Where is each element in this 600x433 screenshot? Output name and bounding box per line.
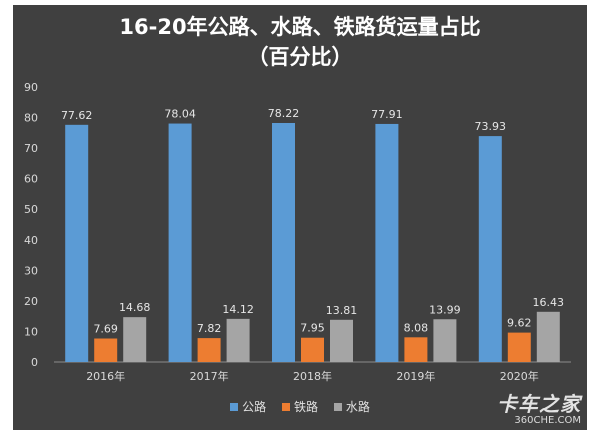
y-tick-label: 80 bbox=[24, 112, 38, 125]
data-label: 7.95 bbox=[300, 322, 325, 335]
data-label: 73.93 bbox=[475, 120, 507, 133]
y-tick-label: 20 bbox=[24, 295, 38, 308]
data-label: 13.99 bbox=[429, 303, 461, 316]
data-label: 8.08 bbox=[404, 321, 429, 334]
y-tick-label: 60 bbox=[24, 173, 38, 186]
bar-rail bbox=[507, 332, 531, 362]
x-tick-label: 2016年 bbox=[86, 369, 125, 383]
data-label: 16.43 bbox=[533, 296, 565, 309]
y-tick-label: 10 bbox=[24, 325, 38, 338]
data-label: 14.12 bbox=[222, 303, 254, 316]
bar-water bbox=[433, 319, 457, 362]
y-tick-label: 70 bbox=[24, 142, 38, 155]
x-tick-label: 2019年 bbox=[396, 369, 435, 383]
data-label: 7.69 bbox=[93, 323, 118, 336]
watermark-main: 卡车之家 bbox=[497, 392, 581, 416]
legend-swatch-rail bbox=[281, 402, 290, 411]
x-tick-label: 2017年 bbox=[190, 369, 229, 383]
data-label: 13.81 bbox=[326, 304, 358, 317]
x-tick-label: 2020年 bbox=[500, 369, 539, 383]
bar-road bbox=[272, 122, 295, 362]
data-label: 14.68 bbox=[119, 301, 151, 314]
chart-panel: 16-20年公路、水路、铁路货运量占比 （百分比） 0 10 20 30 40 50 60 7… bbox=[13, 5, 587, 430]
legend-label-rail: 铁路 bbox=[293, 400, 318, 414]
data-label: 77.62 bbox=[61, 109, 93, 122]
bar-rail bbox=[301, 337, 324, 362]
y-tick-label: 0 bbox=[31, 356, 38, 369]
bar-water bbox=[226, 318, 250, 362]
data-label: 78.22 bbox=[268, 107, 300, 120]
bar-road bbox=[65, 124, 89, 362]
bar-road bbox=[478, 136, 502, 362]
legend-item-road: 公路 bbox=[230, 398, 266, 415]
y-tick-label: 40 bbox=[24, 234, 38, 247]
bar-rail bbox=[197, 338, 221, 362]
legend-label-road: 公路 bbox=[242, 400, 267, 414]
legend: 公路 铁路 水路 bbox=[13, 398, 587, 415]
bar-water bbox=[330, 319, 353, 362]
legend-item-water: 水路 bbox=[333, 398, 370, 415]
data-label: 78.04 bbox=[164, 108, 196, 121]
watermark-logo: 卡车之家 360CHE.COM bbox=[497, 394, 581, 426]
y-tick-label: 50 bbox=[24, 203, 38, 216]
data-label: 77.91 bbox=[371, 108, 403, 121]
bar-road bbox=[375, 123, 399, 362]
bar-rail bbox=[404, 337, 428, 362]
legend-item-rail: 铁路 bbox=[281, 398, 318, 415]
bar-water bbox=[123, 317, 147, 362]
y-tick-label: 30 bbox=[24, 264, 38, 277]
chart-title: 16-20年公路、水路、铁路货运量占比 bbox=[119, 15, 481, 39]
chart-subtitle: （百分比） bbox=[247, 45, 353, 69]
watermark-sub: 360CHE.COM bbox=[514, 415, 581, 426]
data-label: 7.82 bbox=[197, 322, 222, 335]
x-tick-label: 2018年 bbox=[293, 369, 332, 383]
legend-label-water: 水路 bbox=[345, 400, 370, 414]
y-tick-label: 90 bbox=[24, 81, 38, 94]
bar-water bbox=[536, 311, 560, 362]
legend-swatch-water bbox=[333, 402, 342, 411]
bar-road bbox=[168, 123, 192, 363]
legend-swatch-road bbox=[230, 402, 239, 411]
bar-rail bbox=[94, 338, 118, 362]
data-label: 9.62 bbox=[507, 317, 532, 330]
